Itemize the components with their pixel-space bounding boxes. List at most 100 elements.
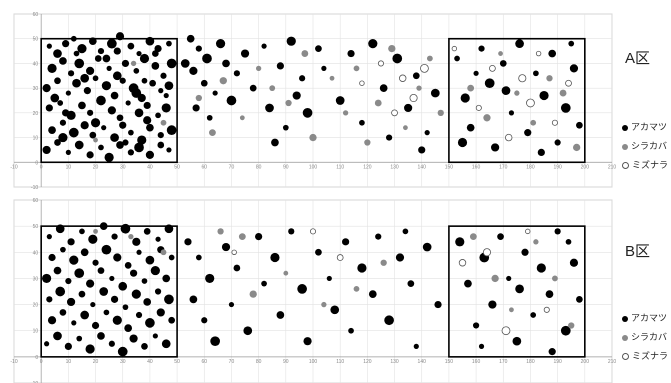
x-tick-label: 40 <box>147 359 153 365</box>
point-shirakaba <box>437 109 444 117</box>
point-akamatsu <box>118 281 128 291</box>
point-akamatsu <box>47 316 57 325</box>
point-akamatsu <box>133 67 140 74</box>
point-akamatsu <box>315 45 322 52</box>
point-shirakaba <box>239 115 245 121</box>
legend-a: アカマツ シラカバ ミズナラ <box>622 118 668 175</box>
point-akamatsu <box>74 140 84 150</box>
x-tick-label: 200 <box>581 359 590 365</box>
point-akamatsu <box>145 255 155 265</box>
point-akamatsu <box>226 95 237 106</box>
point-akamatsu <box>106 65 112 71</box>
point-mizunara <box>489 65 496 72</box>
point-akamatsu <box>134 142 144 153</box>
point-akamatsu <box>222 59 230 68</box>
point-akamatsu <box>342 238 350 246</box>
filled-dot-icon <box>622 315 628 322</box>
point-shirakaba <box>483 114 491 122</box>
point-akamatsu <box>150 265 160 276</box>
x-tick-label: 150 <box>445 164 454 170</box>
point-akamatsu <box>116 141 124 149</box>
point-akamatsu <box>168 316 176 324</box>
point-mizunara <box>336 254 344 261</box>
point-akamatsu <box>113 253 122 262</box>
point-akamatsu <box>210 336 220 347</box>
point-akamatsu <box>157 141 165 149</box>
point-akamatsu <box>569 258 579 267</box>
point-akamatsu <box>282 124 289 131</box>
point-akamatsu <box>112 315 122 325</box>
point-shirakaba <box>255 65 262 72</box>
point-akamatsu <box>143 116 152 125</box>
point-akamatsu <box>129 334 138 343</box>
point-mizunara <box>535 50 542 57</box>
legend-label: アカマツ <box>631 122 668 132</box>
point-akamatsu <box>166 40 172 47</box>
point-akamatsu <box>90 301 96 308</box>
point-akamatsu <box>184 238 192 246</box>
point-akamatsu <box>201 317 208 324</box>
point-akamatsu <box>77 44 87 54</box>
point-akamatsu <box>149 79 156 87</box>
point-shirakaba <box>388 44 396 53</box>
point-akamatsu <box>145 150 155 159</box>
x-tick-label: 160 <box>472 164 481 170</box>
point-akamatsu <box>240 49 250 58</box>
y-tick-label: 40 <box>33 61 39 67</box>
point-mizunara <box>482 248 491 257</box>
point-akamatsu <box>154 288 162 295</box>
point-akamatsu <box>78 101 86 110</box>
point-akamatsu <box>454 55 460 62</box>
legend-label: アカマツ <box>631 313 668 323</box>
point-akamatsu <box>86 279 95 288</box>
point-akamatsu <box>155 112 161 119</box>
point-akamatsu <box>101 125 107 131</box>
point-mizunara <box>501 326 511 336</box>
point-akamatsu <box>164 294 174 305</box>
y-tick-label: 0 <box>35 160 38 166</box>
x-tick-label: 180 <box>526 359 535 365</box>
legend-label: ミズナラ <box>632 351 669 361</box>
point-akamatsu <box>151 50 159 57</box>
y-tick-label: 10 <box>33 329 39 335</box>
point-akamatsu <box>139 53 150 64</box>
point-akamatsu <box>132 237 141 246</box>
hollow-dot-icon <box>622 353 629 361</box>
point-akamatsu <box>233 264 241 272</box>
point-akamatsu <box>80 73 90 83</box>
point-akamatsu <box>48 126 56 135</box>
point-akamatsu <box>569 64 579 73</box>
point-akamatsu <box>299 75 306 82</box>
point-akamatsu <box>537 148 545 156</box>
point-akamatsu <box>64 342 72 350</box>
point-shirakaba <box>353 285 360 292</box>
y-tick-label: 30 <box>33 276 39 282</box>
point-akamatsu <box>157 132 164 139</box>
plot-left-box <box>40 37 178 164</box>
point-mizunara <box>526 98 535 108</box>
legend-label: シラカバ <box>631 332 668 342</box>
point-akamatsu <box>91 321 100 330</box>
point-akamatsu <box>536 263 546 273</box>
x-tick-label: 110 <box>336 164 344 170</box>
point-shirakaba <box>130 60 137 67</box>
point-akamatsu <box>221 242 231 252</box>
point-akamatsu <box>473 70 479 76</box>
point-akamatsu <box>131 88 142 98</box>
point-akamatsu <box>215 39 226 49</box>
x-tick-label: -10 <box>10 164 17 170</box>
point-akamatsu <box>141 343 148 350</box>
point-mizunara <box>391 109 398 117</box>
x-tick-label: 150 <box>445 359 454 365</box>
point-mizunara <box>377 60 384 67</box>
x-tick-label: -10 <box>10 359 17 365</box>
point-akamatsu <box>195 45 202 52</box>
point-akamatsu <box>102 54 111 63</box>
point-akamatsu <box>67 238 75 246</box>
point-akamatsu <box>74 268 85 279</box>
point-akamatsu <box>103 309 110 316</box>
point-akamatsu <box>71 320 77 326</box>
point-akamatsu <box>72 78 81 88</box>
point-shirakaba <box>514 90 520 96</box>
point-akamatsu <box>152 333 158 339</box>
